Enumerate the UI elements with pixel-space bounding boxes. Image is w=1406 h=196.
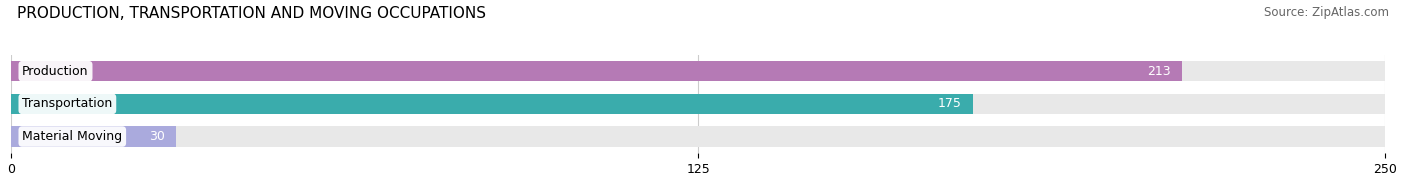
Bar — [11, 94, 973, 114]
Text: Material Moving: Material Moving — [22, 130, 122, 143]
Text: 30: 30 — [149, 130, 165, 143]
Bar — [11, 126, 176, 147]
Text: 213: 213 — [1147, 65, 1171, 78]
Bar — [11, 61, 1385, 81]
Text: 175: 175 — [938, 97, 962, 110]
Text: Production: Production — [22, 65, 89, 78]
Bar — [11, 61, 1181, 81]
Text: PRODUCTION, TRANSPORTATION AND MOVING OCCUPATIONS: PRODUCTION, TRANSPORTATION AND MOVING OC… — [17, 6, 486, 21]
Text: Source: ZipAtlas.com: Source: ZipAtlas.com — [1264, 6, 1389, 19]
Bar — [11, 126, 1385, 147]
Text: Transportation: Transportation — [22, 97, 112, 110]
Bar — [11, 94, 1385, 114]
